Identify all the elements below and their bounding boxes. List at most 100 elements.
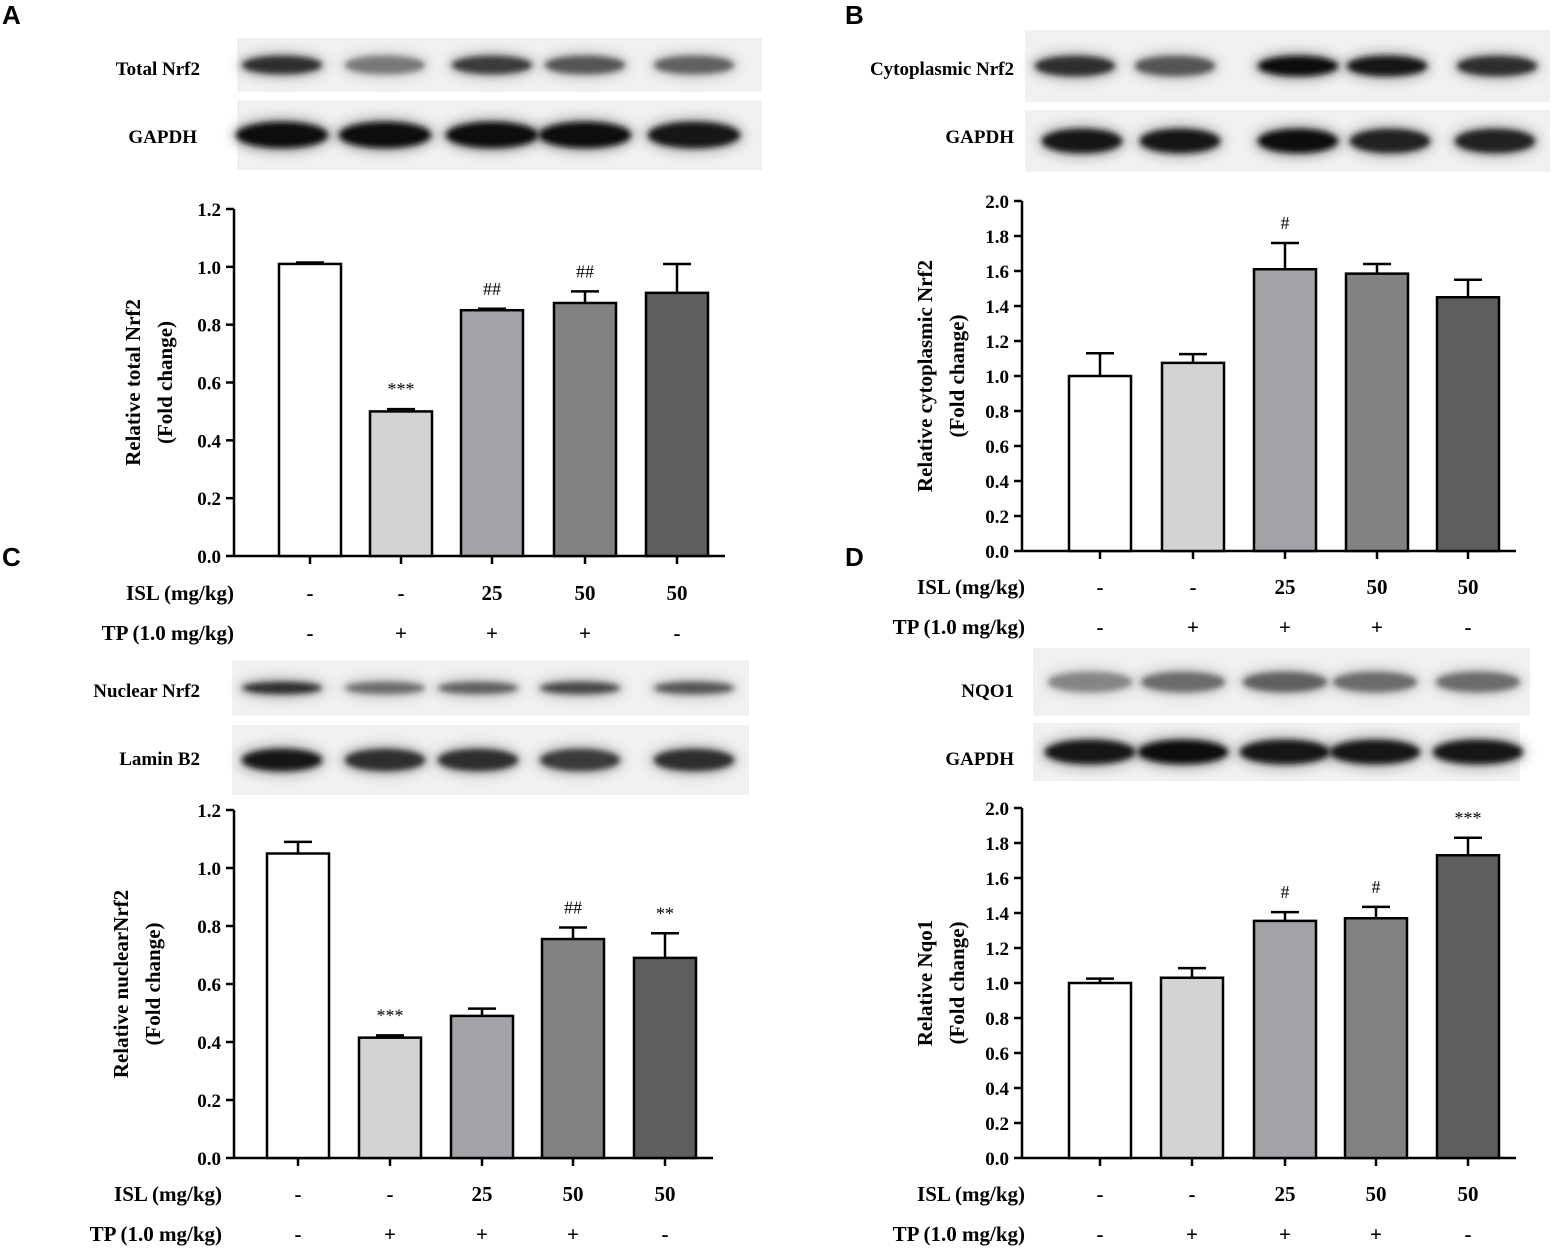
- bar: [644, 291, 710, 558]
- y-tick-label: 2.0: [985, 799, 1009, 820]
- y-tick-label: 1.0: [197, 859, 221, 880]
- condition-value: +: [579, 621, 591, 645]
- blot-label-nuclear-nrf2: Nuclear Nrf2: [93, 681, 200, 702]
- condition-value: 25: [472, 1182, 493, 1206]
- y-tick-label: 1.4: [985, 297, 1009, 318]
- blot-band: [1330, 740, 1420, 764]
- condition-label: ISL (mg/kg): [917, 1182, 1025, 1206]
- condition-value: -: [295, 1182, 302, 1206]
- condition-label: TP (1.0 mg/kg): [893, 1222, 1025, 1246]
- y-axis-subtitle: (Fold change): [141, 922, 165, 1045]
- blot-band: [1436, 672, 1520, 692]
- condition-value: +: [1187, 615, 1199, 639]
- blot-label-cytoplasmic-nrf2: Cytoplasmic Nrf2: [870, 59, 1014, 80]
- condition-value: 50: [563, 1182, 584, 1206]
- condition-value: 50: [1367, 575, 1388, 599]
- blot-band: [339, 122, 431, 148]
- condition-label: ISL (mg/kg): [917, 575, 1025, 599]
- blot-label-gapdh-d: GAPDH: [945, 749, 1014, 770]
- blot-band: [539, 122, 631, 148]
- blot-band: [438, 749, 518, 771]
- condition-value: +: [1279, 615, 1291, 639]
- y-tick-label: 1.6: [985, 262, 1009, 283]
- blot-band: [438, 682, 518, 694]
- y-tick-label: 0.0: [985, 542, 1009, 563]
- significance-label: ##: [564, 897, 582, 917]
- bar: [277, 262, 343, 558]
- blot-band: [1042, 129, 1122, 153]
- condition-value: 25: [1275, 1182, 1296, 1206]
- blot-band: [1350, 129, 1430, 153]
- condition-value: +: [476, 1222, 488, 1246]
- bar: [459, 308, 525, 558]
- blot-band: [654, 682, 734, 694]
- y-axis-title: Relative cytoplasmic Nrf2: [913, 260, 937, 492]
- condition-value: -: [662, 1222, 669, 1246]
- condition-value: 25: [482, 581, 503, 605]
- y-tick-label: 1.2: [985, 332, 1009, 353]
- condition-value: -: [1465, 615, 1472, 639]
- y-tick-label: 1.8: [985, 227, 1009, 248]
- chart-a: 0.0 0.2 0.4 0.6 0.8 1.0 1.2 Relative total Nrf2…: [102, 200, 725, 645]
- y-tick-label: 0.4: [197, 1033, 221, 1054]
- y-tick-label: 0.6: [197, 975, 221, 996]
- y-tick-label: 0.6: [197, 374, 221, 395]
- condition-value: -: [1190, 575, 1197, 599]
- blot-label-total-nrf2: Total Nrf2: [116, 59, 200, 80]
- bar: [449, 1014, 515, 1160]
- bar: [1252, 919, 1318, 1160]
- y-tick-label: 0.8: [985, 402, 1009, 423]
- blot-band: [1141, 672, 1225, 692]
- condition-value: 25: [1275, 575, 1296, 599]
- condition-value: 50: [575, 581, 596, 605]
- blot-band: [648, 122, 740, 148]
- blot-label-nqo1: NQO1: [961, 681, 1014, 702]
- y-tick-label: 1.2: [197, 801, 221, 822]
- y-tick-label: 1.0: [985, 974, 1009, 995]
- significance-label: ##: [576, 261, 594, 281]
- y-tick-label: 1.4: [985, 904, 1009, 925]
- y-tick-label: 1.0: [985, 367, 1009, 388]
- condition-value: -: [387, 1182, 394, 1206]
- blot-band: [1240, 740, 1330, 764]
- condition-value: +: [1371, 615, 1383, 639]
- bar: [540, 937, 606, 1160]
- condition-value: -: [674, 621, 681, 645]
- condition-label: TP (1.0 mg/kg): [893, 615, 1025, 639]
- blot-band: [345, 749, 425, 771]
- blot-band: [1258, 56, 1338, 76]
- panel-letter-b: B: [845, 0, 864, 30]
- y-tick-label: 2.0: [985, 192, 1009, 213]
- bar: [1159, 976, 1225, 1160]
- condition-value: -: [1097, 1182, 1104, 1206]
- chart-c: 0.0 0.2 0.4 0.6 0.8 1.0 1.2 Relative nuclearNrf…: [90, 801, 713, 1246]
- condition-value: -: [1097, 615, 1104, 639]
- bar: [1067, 374, 1133, 553]
- blot-label-gapdh-b: GAPDH: [945, 127, 1014, 148]
- condition-label: ISL (mg/kg): [126, 581, 234, 605]
- blot-band: [1455, 129, 1535, 153]
- blot-band: [1135, 56, 1215, 76]
- y-tick-label: 1.2: [197, 200, 221, 221]
- y-tick-label: 0.0: [197, 1149, 221, 1170]
- condition-value: -: [398, 581, 405, 605]
- blot-band: [1035, 56, 1115, 76]
- y-tick-label: 0.2: [985, 1114, 1009, 1135]
- blot-band: [545, 56, 625, 74]
- blot-band: [1138, 740, 1228, 764]
- blot-band: [654, 56, 734, 74]
- blot-band: [1243, 672, 1327, 692]
- bar: [1252, 268, 1318, 553]
- condition-value: +: [1279, 1222, 1291, 1246]
- y-tick-label: 1.8: [985, 834, 1009, 855]
- condition-value: +: [567, 1222, 579, 1246]
- condition-value: +: [1186, 1222, 1198, 1246]
- y-axis-subtitle: (Fold change): [153, 321, 177, 444]
- condition-value: +: [486, 621, 498, 645]
- blot-band: [1048, 672, 1132, 692]
- blot-band: [236, 122, 328, 148]
- condition-value: 50: [667, 581, 688, 605]
- blot-band: [345, 682, 425, 694]
- panel-letter-d: D: [845, 542, 864, 572]
- blot-band: [654, 749, 734, 771]
